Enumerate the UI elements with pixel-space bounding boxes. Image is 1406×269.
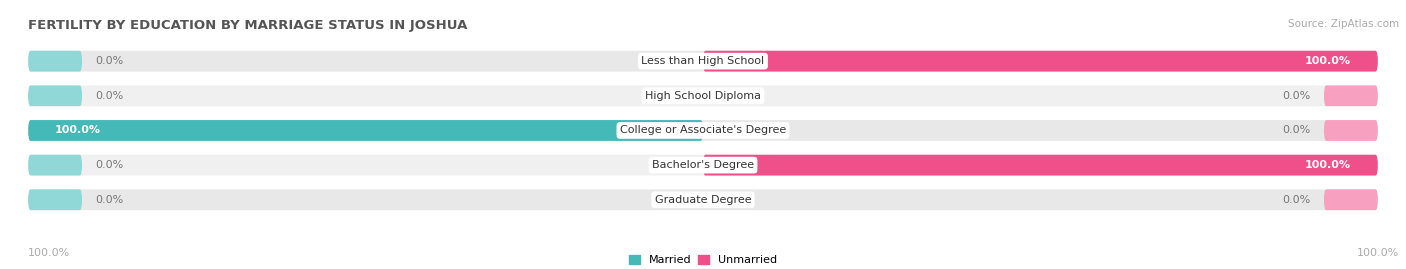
Text: 0.0%: 0.0%	[96, 91, 124, 101]
Text: 0.0%: 0.0%	[96, 56, 124, 66]
FancyBboxPatch shape	[1324, 189, 1378, 210]
Text: 100.0%: 100.0%	[28, 248, 70, 258]
Text: Source: ZipAtlas.com: Source: ZipAtlas.com	[1288, 19, 1399, 29]
FancyBboxPatch shape	[703, 155, 1378, 175]
FancyBboxPatch shape	[28, 120, 1378, 141]
FancyBboxPatch shape	[1324, 120, 1378, 141]
Text: 0.0%: 0.0%	[1282, 91, 1310, 101]
FancyBboxPatch shape	[28, 155, 1378, 175]
Text: 100.0%: 100.0%	[55, 125, 101, 136]
Text: 100.0%: 100.0%	[1305, 160, 1351, 170]
FancyBboxPatch shape	[28, 51, 82, 72]
FancyBboxPatch shape	[1324, 85, 1378, 106]
Text: Bachelor's Degree: Bachelor's Degree	[652, 160, 754, 170]
Text: 0.0%: 0.0%	[96, 195, 124, 205]
FancyBboxPatch shape	[28, 189, 82, 210]
FancyBboxPatch shape	[28, 155, 82, 175]
Text: Graduate Degree: Graduate Degree	[655, 195, 751, 205]
Legend: Married, Unmarried: Married, Unmarried	[628, 255, 778, 266]
FancyBboxPatch shape	[28, 85, 82, 106]
FancyBboxPatch shape	[703, 51, 1378, 72]
Text: High School Diploma: High School Diploma	[645, 91, 761, 101]
Text: 100.0%: 100.0%	[1305, 56, 1351, 66]
Text: College or Associate's Degree: College or Associate's Degree	[620, 125, 786, 136]
FancyBboxPatch shape	[28, 51, 1378, 72]
FancyBboxPatch shape	[28, 120, 703, 141]
FancyBboxPatch shape	[28, 189, 1378, 210]
Text: 0.0%: 0.0%	[1282, 195, 1310, 205]
Text: 0.0%: 0.0%	[96, 160, 124, 170]
Text: 100.0%: 100.0%	[1357, 248, 1399, 258]
Text: 0.0%: 0.0%	[1282, 125, 1310, 136]
Text: FERTILITY BY EDUCATION BY MARRIAGE STATUS IN JOSHUA: FERTILITY BY EDUCATION BY MARRIAGE STATU…	[28, 19, 467, 32]
Text: Less than High School: Less than High School	[641, 56, 765, 66]
FancyBboxPatch shape	[28, 85, 1378, 106]
